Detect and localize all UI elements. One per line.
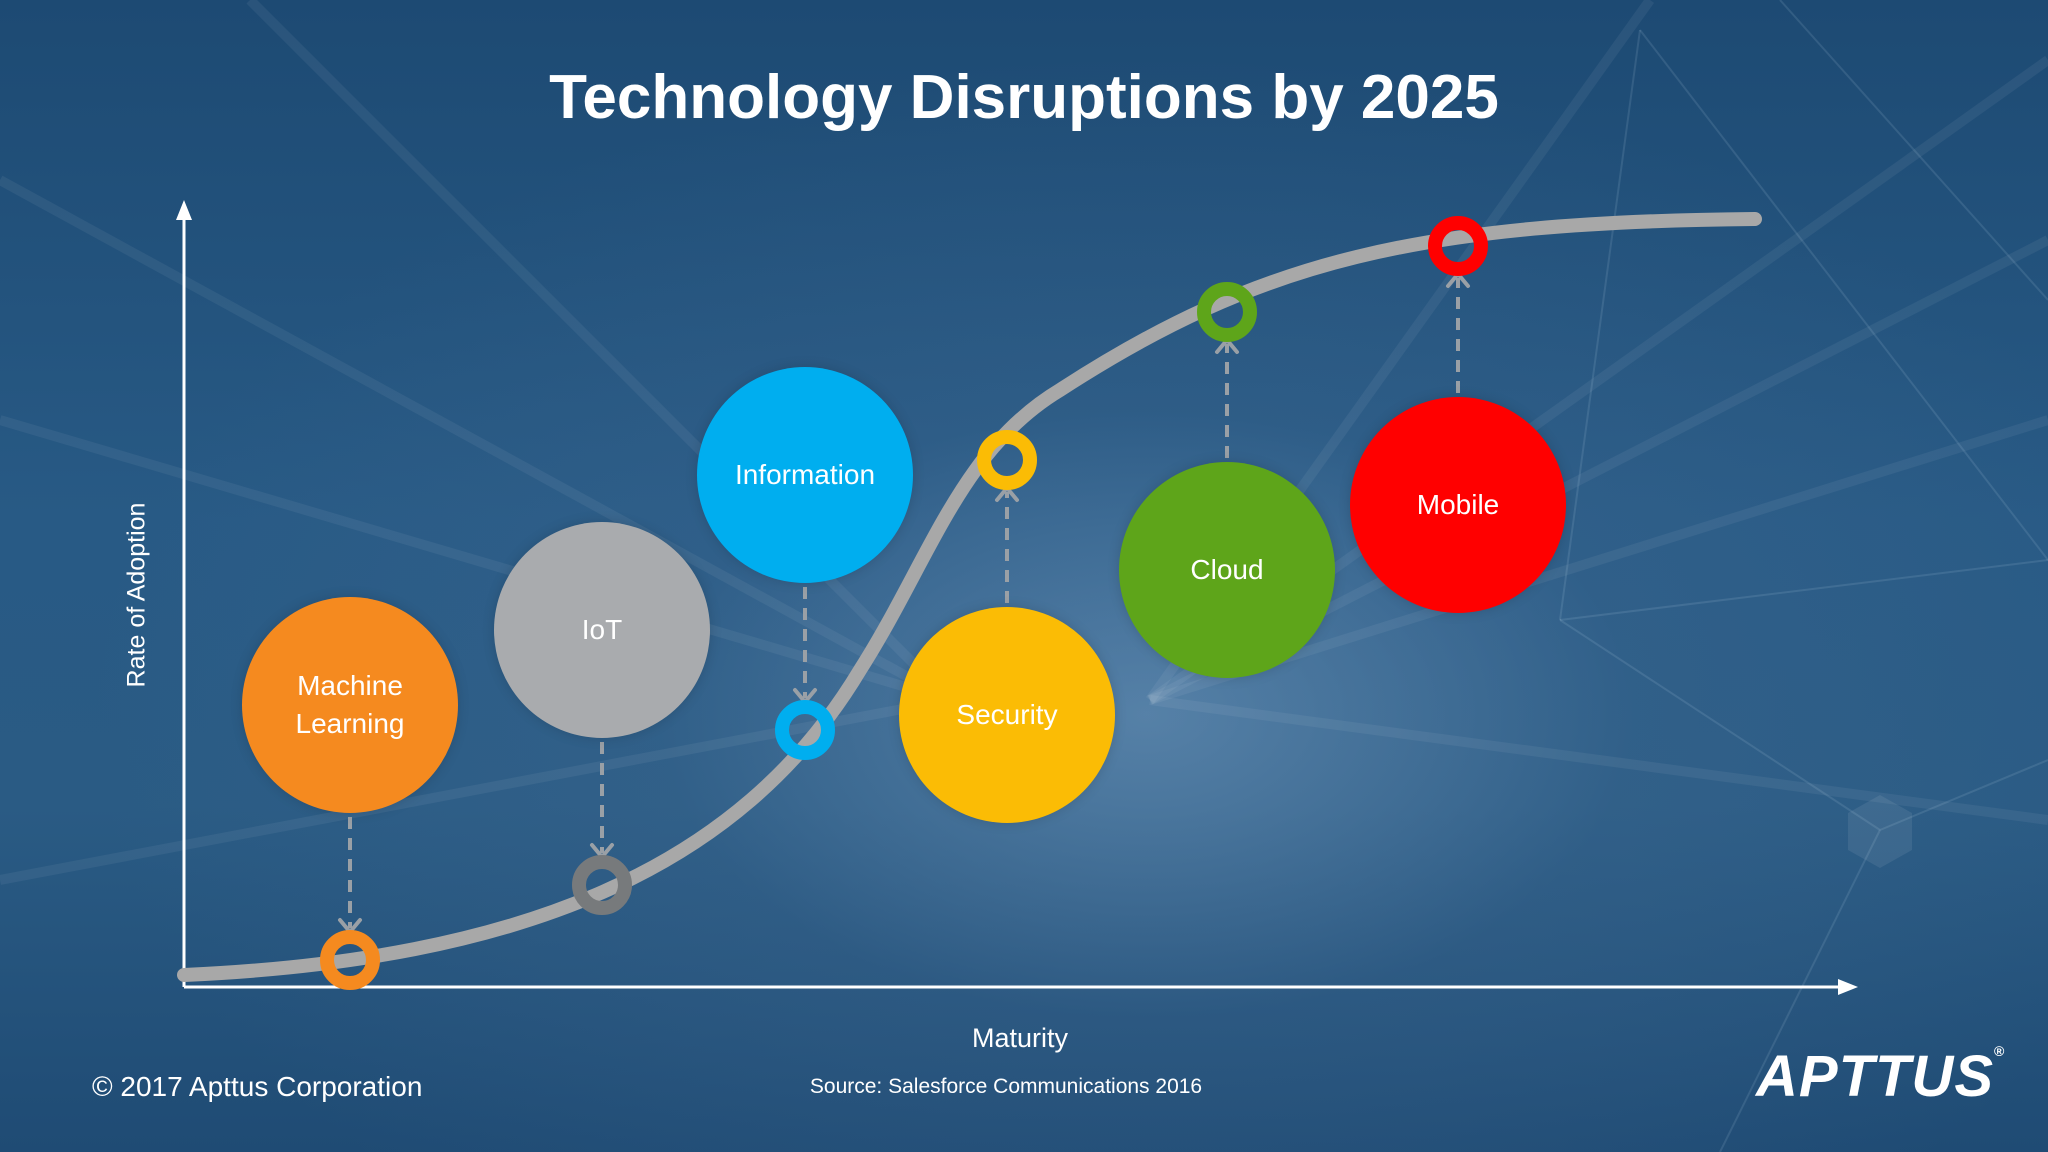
- source-note: Source: Salesforce Communications 2016: [809, 1075, 1203, 1098]
- apttus-logo: APTTUS®: [1756, 1043, 2006, 1109]
- machine-learning-connector-arrow: [338, 817, 362, 936]
- iot-connector-arrow: [590, 742, 614, 861]
- iot-bubble: IoT: [494, 522, 710, 738]
- security-connector-arrow: [995, 484, 1019, 603]
- x-axis-arrowhead: [1838, 979, 1858, 995]
- information-bubble: Information: [697, 367, 913, 583]
- bubble-label-line: Security: [956, 699, 1058, 730]
- bubble-label-line: IoT: [581, 614, 623, 645]
- bubble-label-line: Information: [734, 459, 876, 490]
- adoption-s-curve: [177, 212, 1762, 982]
- machine-learning-curve-marker: [320, 930, 380, 990]
- information-connector-arrow: [793, 587, 817, 706]
- machine-learning-bubble: Machine Learning: [242, 597, 458, 813]
- y-axis-label: Rate of Adoption: [122, 502, 151, 688]
- page-title: Technology Disruptions by 2025: [549, 63, 1499, 132]
- iot-curve-marker: [572, 855, 632, 915]
- cloud-bubble: Cloud: [1119, 462, 1335, 678]
- bubble-label-line: Mobile: [1416, 489, 1500, 520]
- mobile-curve-marker: [1428, 216, 1488, 276]
- cloud-connector-arrow: [1215, 336, 1239, 458]
- x-axis-label: Maturity: [971, 1023, 1069, 1053]
- security-curve-marker: [977, 430, 1037, 490]
- bubble-label-line: Learning: [295, 708, 405, 739]
- bubble-label-line: Cloud: [1190, 554, 1264, 585]
- bubble-label-line: Machine: [297, 670, 403, 701]
- security-bubble: Security: [899, 607, 1115, 823]
- information-curve-marker: [775, 700, 835, 760]
- copyright-notice: © 2017 Apttus Corporation: [92, 1071, 423, 1102]
- mobile-bubble: Mobile: [1350, 397, 1566, 613]
- y-axis-arrowhead: [176, 200, 192, 220]
- mobile-connector-arrow: [1446, 270, 1470, 393]
- cloud-curve-marker: [1197, 282, 1257, 342]
